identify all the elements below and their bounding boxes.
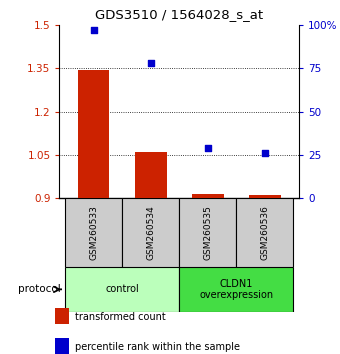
Point bbox=[262, 150, 268, 156]
Text: control: control bbox=[105, 284, 139, 295]
Text: GSM260535: GSM260535 bbox=[203, 205, 212, 260]
Point bbox=[91, 27, 97, 33]
Bar bbox=[135, 152, 167, 198]
Bar bbox=[122, 198, 180, 267]
Text: GSM260534: GSM260534 bbox=[146, 205, 155, 260]
Bar bbox=[55, 338, 69, 354]
Text: percentile rank within the sample: percentile rank within the sample bbox=[75, 342, 240, 352]
Text: transformed count: transformed count bbox=[75, 312, 166, 322]
Bar bbox=[249, 195, 280, 198]
Bar bbox=[180, 267, 293, 312]
Text: protocol: protocol bbox=[18, 284, 61, 295]
Bar bbox=[180, 198, 236, 267]
Text: GSM260536: GSM260536 bbox=[260, 205, 270, 260]
Bar bbox=[78, 70, 109, 198]
Title: GDS3510 / 1564028_s_at: GDS3510 / 1564028_s_at bbox=[95, 8, 264, 21]
Text: CLDN1
overexpression: CLDN1 overexpression bbox=[199, 279, 273, 300]
Bar bbox=[65, 267, 180, 312]
Bar bbox=[192, 194, 224, 198]
Bar bbox=[65, 198, 122, 267]
Text: GSM260533: GSM260533 bbox=[89, 205, 98, 260]
Bar bbox=[236, 198, 293, 267]
Point bbox=[148, 60, 154, 66]
Bar bbox=[55, 308, 69, 324]
Point bbox=[205, 145, 210, 151]
